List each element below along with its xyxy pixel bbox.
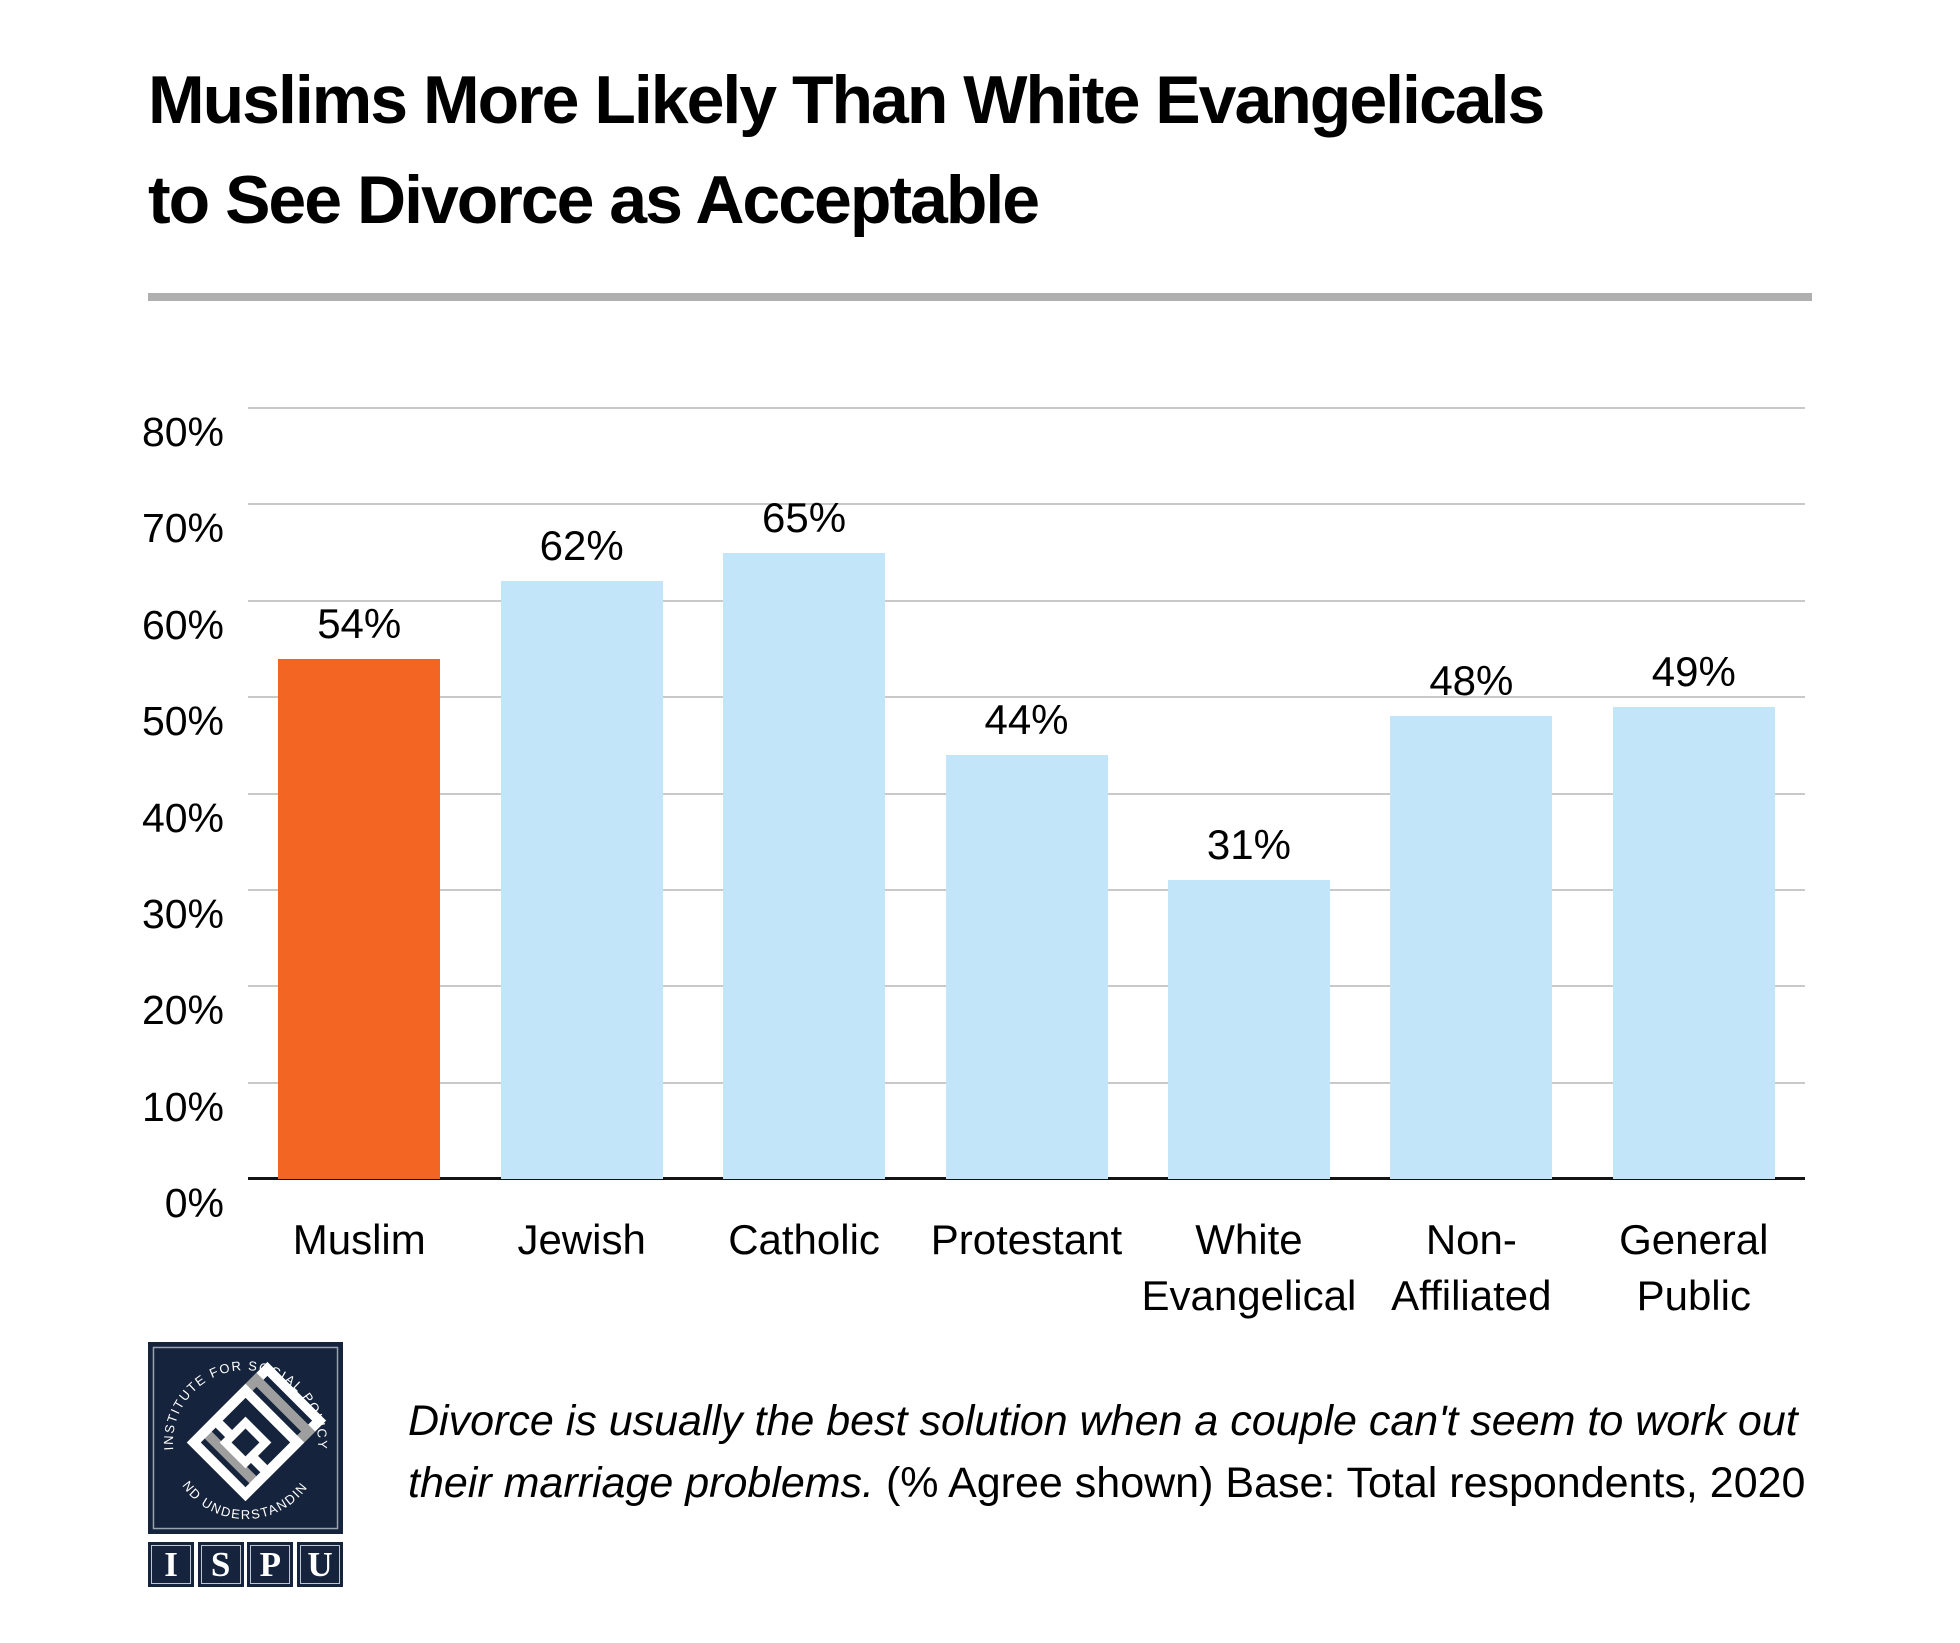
bar-chart-plot-area: 0% 10% 20% 30% 40% 50% 60% 70% 80% 54% Muslim 62% Je…	[142, 407, 1805, 1319]
bar-value-label: 54%	[317, 599, 402, 647]
x-axis-label: Protestant	[930, 1216, 1123, 1263]
bar-jewish	[500, 581, 663, 1179]
y-axis-label-0: 0%	[164, 1180, 224, 1226]
x-axis-label: Muslim	[292, 1216, 426, 1263]
source-footnote: Divorce is usually the best solution whe…	[408, 1390, 1838, 1514]
ispu-block-i: I	[148, 1542, 194, 1587]
x-axis-label: General Public	[1619, 1216, 1769, 1319]
gridline-80	[248, 407, 1805, 409]
x-axis-label: Catholic	[728, 1216, 880, 1263]
ispu-block-s: S	[197, 1542, 244, 1587]
logo-diamond-center-navy	[231, 1428, 260, 1457]
y-axis-label-10: 10%	[141, 1083, 224, 1130]
bar-value-label: 44%	[984, 695, 1069, 743]
x-axis-label: Jewish	[517, 1216, 646, 1263]
x-axis-label: Non- Affiliated	[1391, 1216, 1552, 1319]
base-note-text: (% Agree shown) Base: Total respondents,…	[874, 1459, 1806, 1507]
chart-title-line1: Muslims More Likely Than White Evangelic…	[148, 62, 1545, 138]
ispu-logo: INSTITUTE FOR SOCIAL POLICY AND UNDERSTA…	[148, 1342, 343, 1588]
x-axis-label: White Evangelical	[1141, 1216, 1357, 1319]
logo-diamond-front-white	[186, 1383, 305, 1502]
ispu-letter-u: U	[307, 1545, 333, 1584]
survey-question-text: Divorce is usually the best solution whe…	[408, 1397, 1798, 1507]
gridline-60	[248, 599, 1805, 602]
bar-protestant	[945, 754, 1108, 1179]
y-axis-label-50: 50%	[141, 698, 224, 745]
gridline-50	[248, 696, 1805, 699]
y-axis-label-20: 20%	[141, 987, 224, 1034]
chart-title: Muslims More Likely Than White Evangelic…	[148, 50, 1828, 250]
bar-value-label: 65%	[762, 493, 847, 541]
bar-general-public	[1612, 706, 1775, 1179]
bar-white-evangelical	[1167, 880, 1330, 1179]
y-axis-label-60: 60%	[141, 601, 224, 648]
y-axis-label-80: 80%	[141, 409, 224, 455]
y-axis-label-30: 30%	[141, 890, 224, 937]
bar-value-label: 48%	[1429, 657, 1514, 705]
bar-non--affiliated	[1390, 716, 1553, 1179]
chart-title-line2: to See Divorce as Acceptable	[148, 162, 1040, 238]
gridline-70	[248, 503, 1805, 506]
ispu-letter-i: I	[164, 1545, 178, 1584]
ispu-block-p: P	[247, 1542, 294, 1587]
ispu-logo-emblem: INSTITUTE FOR SOCIAL POLICY AND UNDERSTA…	[148, 1342, 343, 1534]
y-axis-label-40: 40%	[141, 794, 224, 841]
ispu-letter-p: P	[259, 1545, 281, 1584]
bar-catholic	[723, 552, 886, 1179]
bar-value-label: 62%	[539, 522, 624, 570]
y-axis-label-70: 70%	[141, 505, 224, 552]
title-divider	[148, 293, 1812, 301]
bar-muslim	[278, 658, 441, 1179]
bar-value-label: 49%	[1651, 647, 1736, 695]
bar-value-label: 31%	[1206, 821, 1291, 869]
ispu-letter-s: S	[210, 1545, 231, 1584]
ispu-block-u: U	[296, 1542, 343, 1587]
ispu-letter-blocks: I S P U	[148, 1542, 343, 1587]
